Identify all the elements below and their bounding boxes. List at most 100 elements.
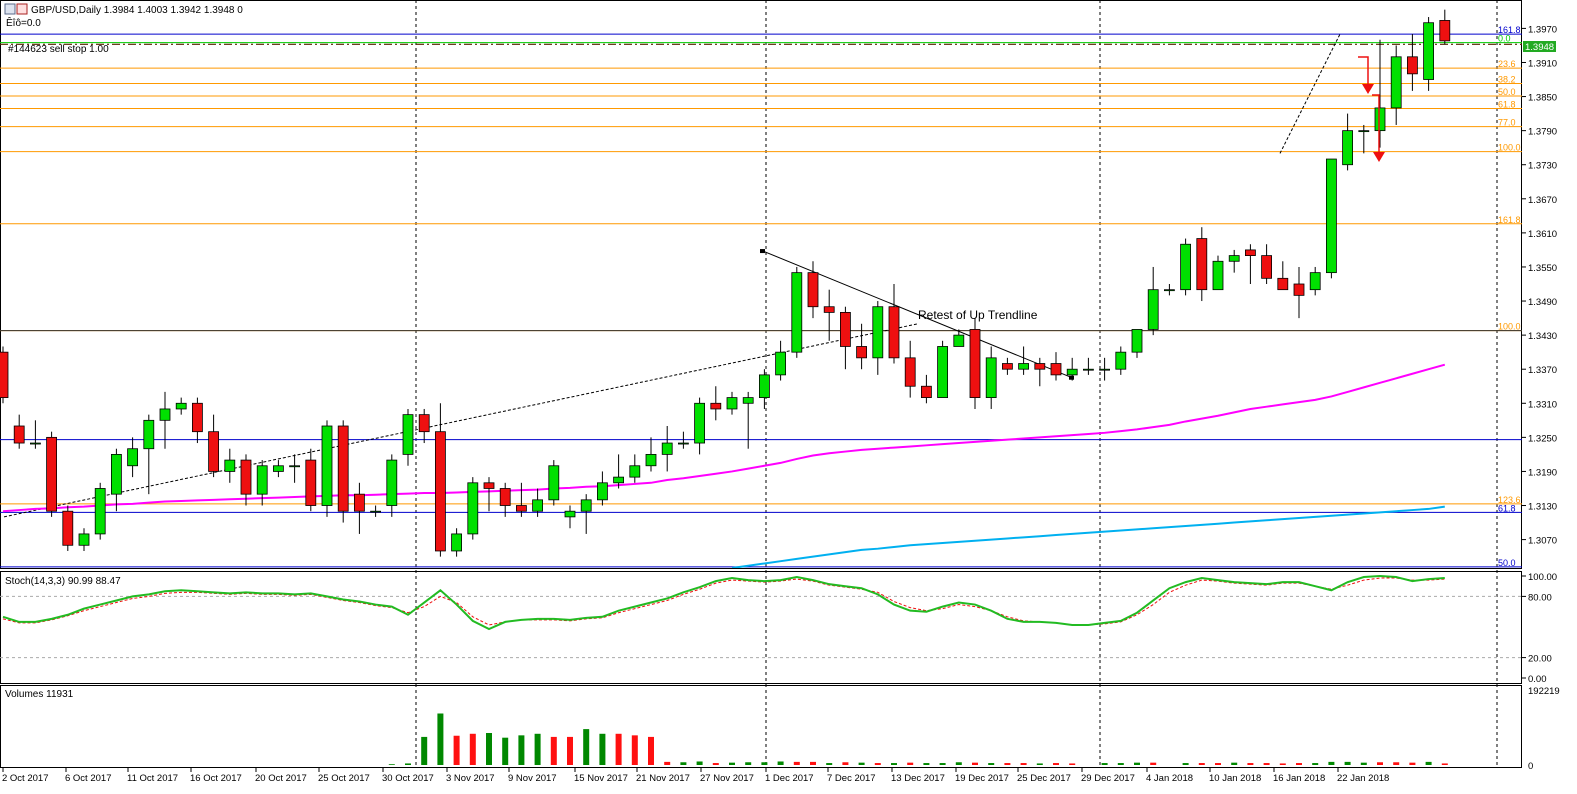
candle (985, 346, 997, 409)
arrow-head (1373, 152, 1385, 162)
candle-body (759, 374, 770, 399)
level-label: 50.0 (1498, 87, 1516, 97)
symbol-line: GBP/USD,Daily 1.3984 1.4003 1.3942 1.394… (31, 5, 243, 16)
ma-slow-line (731, 505, 1445, 568)
volume-bar (599, 733, 606, 765)
candle (1439, 9, 1451, 45)
candle-body (1180, 243, 1191, 291)
candle-body (1326, 158, 1337, 274)
date-tick-label: 16 Oct 2017 (190, 773, 242, 784)
stoch-tick-label: 0.00 (1528, 674, 1547, 685)
date-tick-label: 13 Dec 2017 (891, 773, 945, 784)
volume-bar (1263, 763, 1270, 765)
volume-bar (615, 733, 622, 765)
level-label: 38.2 (1498, 74, 1516, 84)
candle (661, 426, 673, 472)
candle (159, 391, 171, 449)
candle-body (1034, 363, 1046, 370)
price-tick-label: 1.3130 (1528, 502, 1557, 513)
candle (953, 329, 965, 347)
candle-body (1293, 283, 1305, 296)
candle-body (337, 425, 349, 512)
candle-body (256, 465, 268, 495)
candle-body (1099, 368, 1110, 371)
volume-bar (1328, 761, 1335, 765)
level-label: 50.0 (1498, 558, 1516, 568)
volume-bar (793, 761, 800, 765)
candle (580, 494, 592, 534)
volume-bar (648, 736, 654, 765)
candle (321, 420, 333, 517)
price-tick-label: 1.3790 (1528, 127, 1557, 138)
level-label: 23.6 (1498, 59, 1516, 69)
volume-pane-frame (0, 685, 1522, 768)
candle (1196, 227, 1208, 302)
candle-body (402, 414, 414, 455)
volume-bar (745, 762, 752, 765)
volume-bar (1053, 763, 1059, 765)
volume-bar (1198, 763, 1205, 765)
candle (613, 454, 624, 489)
chart-window-icon (4, 3, 16, 15)
candle-body (159, 408, 171, 421)
candle-body (985, 357, 997, 398)
volume-bar (1247, 763, 1254, 765)
stoch-tick-label: 100.00 (1528, 572, 1557, 583)
candle (921, 374, 932, 404)
candle (78, 528, 90, 551)
candle-body (645, 453, 657, 467)
volume-bar (405, 763, 411, 765)
volume-bar (955, 762, 962, 765)
candle (13, 414, 25, 449)
candle (1180, 238, 1191, 296)
date-tick-label: 25 Dec 2017 (1017, 773, 1071, 784)
candle (678, 431, 689, 449)
trendline-handle (760, 249, 765, 254)
volume-bar (421, 736, 428, 765)
level-label: 161.8 (1498, 215, 1521, 225)
arrow-shaft (1372, 94, 1380, 154)
candle (1374, 39, 1386, 148)
candle-body (224, 459, 236, 472)
candle (564, 505, 576, 529)
candle (629, 454, 641, 483)
candle (143, 414, 155, 495)
candle (1212, 255, 1224, 291)
volume-bar (437, 713, 444, 765)
candle (710, 386, 722, 421)
candle (1131, 329, 1143, 358)
price-tick-label: 1.3070 (1528, 536, 1557, 547)
candle-body (321, 425, 333, 506)
candle (1342, 113, 1353, 171)
candle-body (1309, 272, 1321, 291)
candle (1099, 357, 1110, 381)
candle (451, 528, 463, 557)
candle-body (775, 351, 786, 376)
candle-body (969, 329, 981, 399)
volume-bar (680, 762, 687, 765)
candle-body (13, 425, 25, 444)
candle-body (175, 402, 187, 410)
candle-body (548, 465, 560, 501)
candle (904, 340, 916, 398)
level-label: 77.0 (1498, 118, 1516, 128)
volume-bar (858, 762, 865, 765)
volume-bar (696, 761, 703, 765)
candle (856, 323, 867, 370)
volume-bar (826, 763, 833, 765)
volume-bar (1231, 762, 1238, 765)
volume-bar (583, 729, 590, 765)
candle (1115, 346, 1127, 375)
volume-bar (939, 763, 946, 765)
candle (548, 460, 560, 506)
price-tick-label: 1.3910 (1528, 58, 1557, 69)
candle-body (1439, 20, 1451, 42)
candle-body (208, 431, 220, 472)
volume-bar (534, 733, 541, 765)
volume-bar (1004, 763, 1011, 765)
stoch-signal-line (2, 577, 1445, 626)
candle (305, 448, 317, 512)
candle-body (856, 346, 867, 359)
date-tick-label: 15 Nov 2017 (574, 773, 628, 784)
